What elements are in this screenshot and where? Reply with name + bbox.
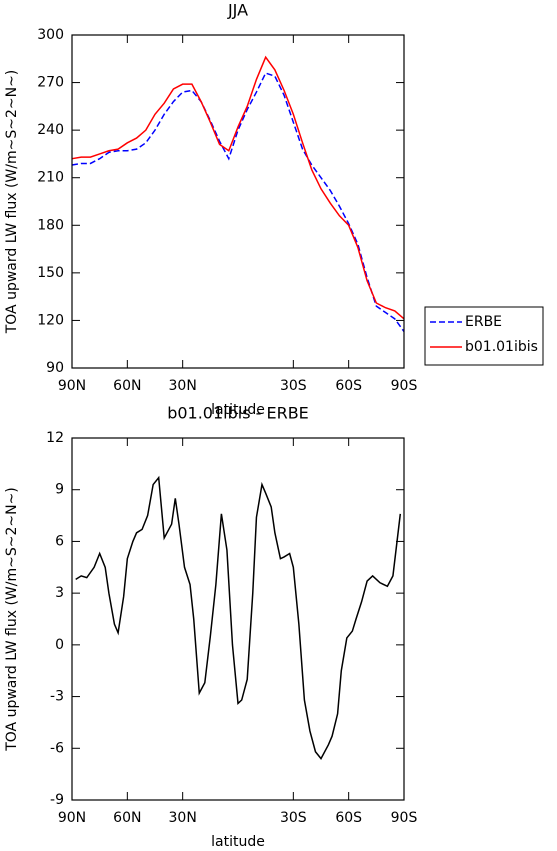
y-tick-label: 270: [37, 75, 64, 91]
x-tick-label: 90N: [58, 378, 86, 394]
y-tick-label: 3: [55, 585, 64, 601]
legend-label: ERBE: [465, 314, 502, 330]
x-tick-label: 30N: [169, 810, 197, 826]
legend-label: b01.01ibis: [465, 339, 538, 355]
y-tick-label: -6: [50, 740, 64, 756]
y-tick-label: -3: [50, 689, 64, 705]
x-tick-label: 30N: [169, 378, 197, 394]
x-tick-label: 30S: [280, 378, 307, 394]
x-axis-label: latitude: [211, 402, 265, 418]
y-tick-label: 240: [37, 122, 64, 138]
y-tick-label: -9: [50, 792, 64, 808]
y-tick-label: 0: [55, 637, 64, 653]
y-tick-label: 180: [37, 217, 64, 233]
x-tick-label: 60S: [335, 810, 362, 826]
x-tick-label: 60N: [113, 810, 141, 826]
y-tick-label: 210: [37, 170, 64, 186]
x-tick-label: 90N: [58, 810, 86, 826]
y-tick-label: 12: [46, 430, 64, 446]
x-tick-label: 90S: [391, 810, 418, 826]
chart-title: b01.01ibis - ERBE: [167, 404, 309, 423]
x-tick-label: 60N: [113, 378, 141, 394]
chart-title: JJA: [227, 1, 248, 20]
y-tick-label: 6: [55, 533, 64, 549]
plot-frame: [71, 437, 405, 801]
x-axis-label: latitude: [211, 834, 265, 850]
y-tick-label: 120: [37, 312, 64, 328]
y-axis-label: TOA upward LW flux (W/m~S~2~N~): [4, 70, 20, 335]
y-tick-label: 90: [46, 360, 64, 376]
legend-box: [424, 306, 544, 366]
y-tick-label: 9: [55, 482, 64, 498]
x-tick-label: 90S: [391, 378, 418, 394]
series-line: [75, 475, 402, 760]
series-line: [71, 72, 405, 332]
plot-frame: [71, 34, 405, 369]
y-tick-label: 150: [37, 265, 64, 281]
y-axis-label: TOA upward LW flux (W/m~S~2~N~): [4, 487, 20, 752]
x-tick-label: 30S: [280, 810, 307, 826]
x-tick-label: 60S: [335, 378, 362, 394]
y-tick-label: 300: [37, 27, 64, 43]
series-line: [71, 55, 405, 320]
